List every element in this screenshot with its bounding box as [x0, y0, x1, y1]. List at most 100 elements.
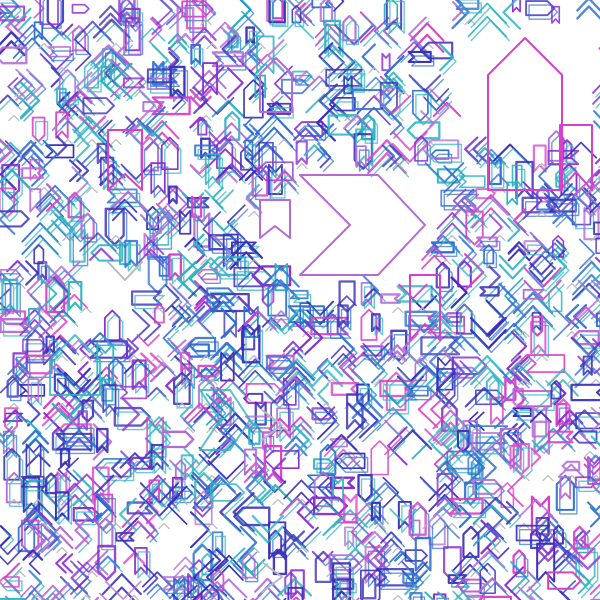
chevron-right-icon — [485, 299, 505, 337]
chevron-up-icon — [6, 566, 23, 598]
chevron-up-icon — [346, 402, 379, 439]
hexagon-arrow-icon — [472, 595, 513, 600]
chevron-up-icon — [229, 240, 264, 270]
chevron-right-icon — [333, 0, 345, 12]
arrow-bookmark-icon — [490, 396, 504, 425]
arrow-bookmark-icon — [447, 574, 468, 585]
hexagon-arrow-icon — [82, 97, 115, 115]
chevron-up-icon — [344, 450, 356, 458]
chevron-up-icon — [56, 402, 68, 410]
chevron-up-icon — [464, 594, 476, 600]
hexagon-arrow-icon — [459, 307, 476, 339]
chevron-up-icon — [282, 501, 318, 520]
arrow-bookmark-icon — [226, 237, 242, 271]
hexagon-arrow-icon — [445, 316, 465, 327]
hexagon-arrow-icon — [334, 452, 366, 470]
chevron-up-icon — [66, 429, 92, 452]
chevron-up-icon — [486, 547, 510, 560]
chevron-up-icon — [590, 186, 600, 194]
chevron-up-icon — [432, 101, 462, 118]
hexagon-arrow-icon — [314, 411, 339, 424]
arrow-bookmark-icon — [245, 26, 255, 45]
chevron-up-icon — [43, 261, 81, 281]
hexagon-arrow-icon — [45, 472, 58, 495]
chevron-up-icon — [506, 475, 524, 507]
chevron-right-icon — [74, 39, 92, 72]
chevron-up-icon — [583, 456, 600, 476]
chevron-up-icon — [0, 94, 19, 107]
arrow-bookmark-icon — [506, 181, 518, 206]
hexagon-arrow-icon — [548, 285, 563, 313]
chevron-right-icon — [189, 511, 210, 549]
hexagon-arrow-icon — [556, 398, 571, 425]
hexagon-arrow-icon — [357, 473, 373, 503]
chevron-right-icon — [589, 506, 600, 528]
chevron-up-icon — [468, 391, 507, 412]
chevron-right-icon — [557, 542, 574, 575]
hexagon-arrow-icon — [31, 116, 46, 143]
hexagon-arrow-icon — [526, 244, 548, 256]
arrow-bookmark-icon — [290, 569, 305, 600]
chevron-up-icon — [566, 282, 578, 290]
chevron-up-icon — [3, 529, 15, 551]
hexagon-arrow-icon — [123, 21, 142, 56]
hexagon-arrow-icon — [200, 583, 220, 600]
hexagon-arrow-icon — [435, 261, 451, 289]
chevron-up-icon — [22, 319, 43, 331]
chevron-up-icon — [86, 138, 98, 146]
arrow-bookmark-icon — [115, 532, 135, 542]
chevron-right-icon — [138, 27, 166, 42]
chevron-right-icon — [52, 533, 62, 551]
chevron-up-icon — [191, 257, 231, 278]
chevron-right-icon — [164, 284, 180, 313]
chevron-up-icon — [38, 189, 78, 210]
chevron-up-icon — [376, 410, 416, 432]
chevron-right-icon — [559, 590, 571, 600]
hexagon-arrow-icon — [161, 430, 195, 449]
chevron-up-icon — [429, 239, 464, 257]
chevron-up-icon — [574, 354, 600, 389]
chevron-up-icon — [536, 210, 548, 218]
chevron-up-icon — [122, 397, 140, 432]
arrow-bookmark-icon — [370, 501, 381, 522]
hexagon-arrow-icon — [446, 450, 483, 470]
hexagon-arrow-icon — [337, 456, 369, 473]
chevron-up-icon — [136, 334, 160, 347]
chevron-up-icon — [277, 577, 313, 597]
chevron-up-icon — [209, 21, 241, 38]
chevron-up-icon — [590, 406, 600, 433]
chevron-up-icon — [214, 382, 251, 402]
chevron-right-icon — [263, 480, 287, 493]
chevron-up-icon — [88, 247, 114, 261]
arrow-bookmark-icon — [223, 310, 237, 338]
chevron-up-icon — [24, 226, 62, 259]
hexagon-arrow-icon — [294, 9, 305, 28]
chevron-up-icon — [21, 144, 47, 167]
hexagon-arrow-icon — [101, 521, 117, 551]
hexagon-arrow-icon — [572, 430, 598, 444]
hexagon-arrow-icon — [192, 543, 213, 582]
chevron-right-icon — [364, 287, 384, 299]
hexagon-arrow-icon — [471, 431, 508, 451]
chevron-up-icon — [393, 429, 433, 451]
chevron-right-icon — [42, 139, 58, 169]
chevron-right-icon — [340, 336, 358, 370]
hexagon-arrow-icon — [564, 143, 576, 163]
chevron-up-icon — [49, 219, 78, 235]
hexagon-arrow-icon — [383, 86, 401, 121]
chevron-right-icon — [53, 27, 76, 40]
chevron-up-icon — [196, 562, 230, 600]
hexagon-arrow-icon — [360, 308, 378, 341]
chevron-up-icon — [538, 161, 554, 191]
chevron-up-icon — [113, 62, 148, 102]
chevron-up-icon — [167, 485, 188, 525]
chevron-right-icon — [138, 453, 172, 471]
hexagon-arrow-icon — [71, 3, 90, 14]
chevron-up-icon — [337, 456, 358, 467]
chevron-up-icon — [151, 361, 175, 374]
hexagon-arrow-icon — [200, 273, 221, 285]
chevron-right-icon — [135, 448, 169, 467]
arrow-bookmark-icon — [536, 542, 556, 583]
chevron-up-icon — [439, 43, 455, 72]
